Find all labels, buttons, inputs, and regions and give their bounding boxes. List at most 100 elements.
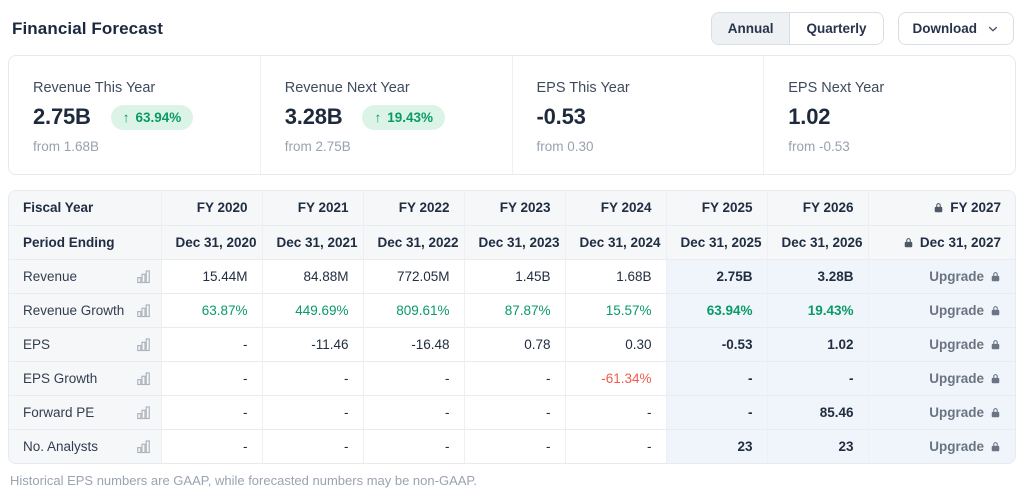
annual-tab[interactable]: Annual <box>711 13 790 44</box>
upgrade-cell[interactable]: Upgrade <box>867 360 1015 395</box>
lock-icon <box>990 271 1001 282</box>
card-label: EPS Next Year <box>788 80 885 96</box>
card-value: 3.28B <box>284 104 343 129</box>
upgrade-cell[interactable]: Upgrade <box>867 258 1015 293</box>
table-cell: - <box>564 394 666 429</box>
up-arrow-icon: ↑ <box>122 109 130 125</box>
card-from: from 1.68B <box>33 139 100 154</box>
table-cell-forecast: 23 <box>665 428 767 463</box>
lock-icon <box>990 407 1001 418</box>
column-header: Dec 31, 2024 <box>564 224 666 259</box>
gaap-footnote: Historical EPS numbers are GAAP, while f… <box>10 473 478 488</box>
row-label: Forward PE <box>23 404 95 420</box>
change-value: 19.43% <box>387 109 434 125</box>
column-header: FY 2022 <box>362 191 464 225</box>
card-eps-next-year: EPS Next Year 1.02 from -0.53 <box>763 56 1015 174</box>
row-label-cell: No. Analysts <box>9 428 161 463</box>
bar-chart-icon[interactable] <box>136 269 151 284</box>
upgrade-cell[interactable]: Upgrade <box>867 428 1015 463</box>
upgrade-cell[interactable]: Upgrade <box>867 292 1015 327</box>
lock-icon <box>990 339 1001 350</box>
table-cell: - <box>261 394 363 429</box>
bar-chart-icon[interactable] <box>136 371 151 386</box>
table-cell: 809.61% <box>362 292 464 327</box>
bar-chart-icon[interactable] <box>136 439 151 454</box>
download-button[interactable]: Download <box>897 12 1014 45</box>
column-header: FY 2025 <box>665 191 767 225</box>
table-cell: 0.30 <box>564 326 666 361</box>
table-cell-forecast: - <box>665 360 767 395</box>
locked-column-header: Dec 31, 2027 <box>867 224 1015 259</box>
table-row-revenue: Revenue 15.44M 84.88M 772.05M 1.45B 1.68… <box>9 258 1015 293</box>
up-arrow-icon: ↑ <box>374 109 382 125</box>
summary-cards: Revenue This Year 2.75B ↑ 63.94% from 1.6… <box>8 55 1016 175</box>
bar-chart-icon[interactable] <box>136 337 151 352</box>
table-cell: - <box>463 394 565 429</box>
upgrade-cell[interactable]: Upgrade <box>867 326 1015 361</box>
table-row-eps: EPS - -11.46 -16.48 0.78 0.30 -0.53 1.02… <box>9 326 1015 361</box>
column-header: Dec 31, 2025 <box>665 224 767 259</box>
row-label: Revenue Growth <box>23 302 125 318</box>
card-from: from 0.30 <box>536 139 594 154</box>
forecast-table: Fiscal Year FY 2020 FY 2021 FY 2022 FY 2… <box>8 190 1016 464</box>
card-value: 2.75B <box>33 104 91 129</box>
card-value: 1.02 <box>788 104 831 129</box>
column-header: FY 2023 <box>463 191 565 225</box>
change-badge: ↑ 63.94% <box>110 104 194 130</box>
bar-chart-icon[interactable] <box>136 303 151 318</box>
table-cell-forecast: 2.75B <box>665 258 767 293</box>
table-cell: -11.46 <box>261 326 363 361</box>
lock-icon <box>990 441 1001 452</box>
table-cell-forecast: 1.02 <box>766 326 868 361</box>
header-label: Period Ending <box>9 224 161 259</box>
table-row-eps-growth: EPS Growth - - - - -61.34% - - Upgrade <box>9 360 1015 395</box>
lock-icon <box>990 305 1001 316</box>
table-cell: - <box>362 428 464 463</box>
table-cell: 15.57% <box>564 292 666 327</box>
column-header: FY 2026 <box>766 191 868 225</box>
column-header: FY 2024 <box>564 191 666 225</box>
table-row-no-analysts: No. Analysts - - - - - 23 23 Upgrade <box>9 428 1015 463</box>
card-eps-this-year: EPS This Year -0.53 from 0.30 <box>511 56 764 174</box>
quarterly-tab[interactable]: Quarterly <box>789 13 883 44</box>
card-from: from -0.53 <box>788 139 850 154</box>
lock-icon <box>933 202 944 213</box>
card-revenue-next-year: Revenue Next Year 3.28B ↑ 19.43% from 2.7… <box>259 56 512 174</box>
bar-chart-icon[interactable] <box>136 405 151 420</box>
row-label-cell: EPS <box>9 326 161 361</box>
table-cell-forecast: -0.53 <box>665 326 767 361</box>
table-cell: - <box>564 428 666 463</box>
fiscal-year-header-row: Fiscal Year FY 2020 FY 2021 FY 2022 FY 2… <box>9 191 1015 225</box>
table-cell-forecast: 19.43% <box>766 292 868 327</box>
page-title: Financial Forecast <box>12 18 164 38</box>
card-label: Revenue This Year <box>33 80 156 96</box>
table-cell: 772.05M <box>362 258 464 293</box>
table-cell: - <box>463 428 565 463</box>
row-label-cell: Forward PE <box>9 394 161 429</box>
change-value: 63.94% <box>135 109 182 125</box>
row-label-cell: EPS Growth <box>9 360 161 395</box>
row-label-cell: Revenue <box>9 258 161 293</box>
table-cell: 84.88M <box>261 258 363 293</box>
table-cell-forecast: 3.28B <box>766 258 868 293</box>
toolbar: Financial Forecast Annual Quarterly Down… <box>8 8 1016 55</box>
column-header: Dec 31, 2021 <box>261 224 363 259</box>
change-badge: ↑ 19.43% <box>362 104 446 130</box>
table-cell: 87.87% <box>463 292 565 327</box>
column-header: FY 2020 <box>160 191 262 225</box>
table-cell: - <box>261 360 363 395</box>
table-cell: - <box>362 360 464 395</box>
upgrade-cell[interactable]: Upgrade <box>867 394 1015 429</box>
card-from: from 2.75B <box>284 139 351 154</box>
locked-column-header: FY 2027 <box>867 191 1015 225</box>
chevron-down-icon <box>987 23 999 35</box>
card-label: Revenue Next Year <box>284 80 410 96</box>
table-cell: - <box>160 428 262 463</box>
table-cell: - <box>160 360 262 395</box>
lock-icon <box>903 237 914 248</box>
toolbar-controls: Annual Quarterly Download <box>710 12 1014 45</box>
table-cell: 1.45B <box>463 258 565 293</box>
table-cell-forecast: - <box>665 394 767 429</box>
row-label: No. Analysts <box>23 438 99 454</box>
table-cell: - <box>160 394 262 429</box>
